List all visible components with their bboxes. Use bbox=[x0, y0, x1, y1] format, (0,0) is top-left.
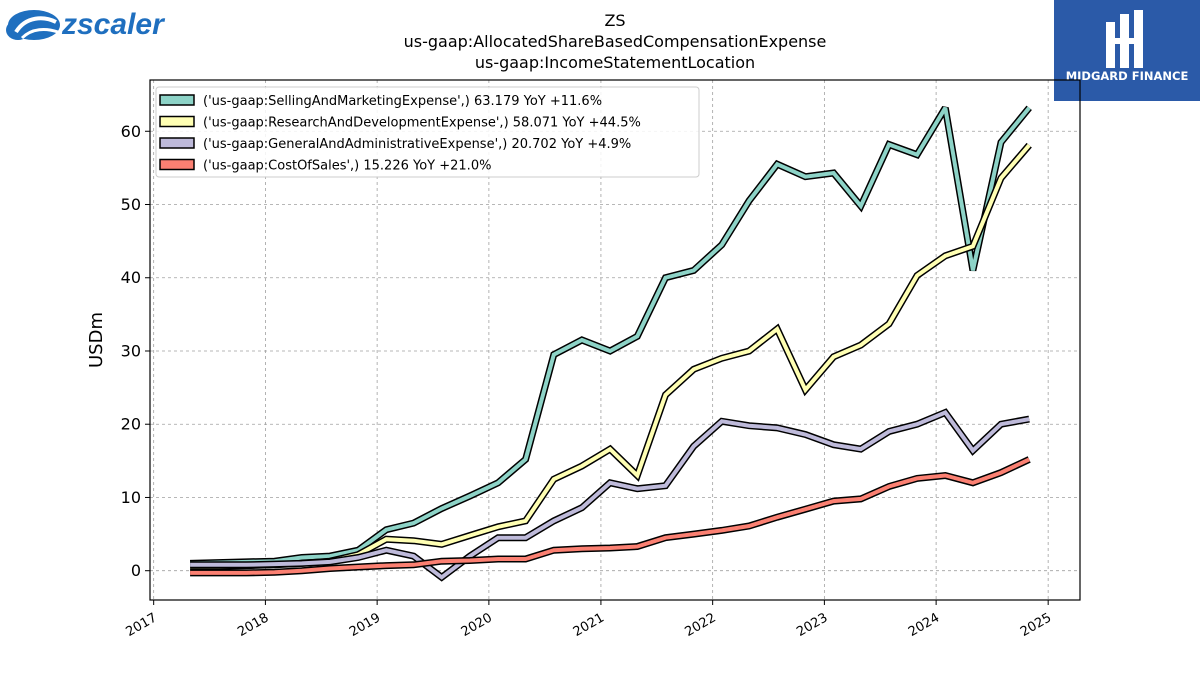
y-tick-label: 60 bbox=[121, 122, 141, 141]
y-tick-label: 50 bbox=[121, 195, 141, 214]
chart-title-line: us-gaap:IncomeStatementLocation bbox=[475, 53, 755, 72]
y-tick-label: 10 bbox=[121, 488, 141, 507]
zscaler-logo: zscaler bbox=[6, 8, 166, 41]
y-tick-label: 30 bbox=[121, 341, 141, 360]
series-line-stroke bbox=[190, 457, 1031, 575]
y-axis: 0 10 20 30 40 50 60 bbox=[121, 122, 150, 580]
plot-frame bbox=[149, 79, 1081, 601]
legend-swatch bbox=[159, 115, 195, 128]
x-axis: 2017 2018 2019 2020 2021 2022 2023 2024 2025 bbox=[124, 600, 1054, 640]
series-line bbox=[190, 142, 1032, 570]
legend-swatch bbox=[159, 158, 195, 171]
x-tick-label: 2023 bbox=[794, 610, 830, 640]
legend: ('us-gaap:SellingAndMarketingExpense',) … bbox=[155, 86, 700, 178]
legend-swatch bbox=[159, 94, 195, 106]
legend-entry: ('us-gaap:CostOfSales',) 15.226 YoY +21.… bbox=[203, 159, 491, 174]
chart-title-line: ZS bbox=[604, 11, 625, 30]
x-tick-label: 2021 bbox=[571, 610, 607, 640]
midgard-wordmark: MIDGARD FINANCE bbox=[1066, 69, 1189, 83]
y-tick-label: 20 bbox=[121, 415, 141, 434]
x-tick-label: 2024 bbox=[906, 610, 942, 640]
x-tick-label: 2025 bbox=[1018, 610, 1054, 640]
chart-title: ZS us-gaap:AllocatedShareBasedCompensatio… bbox=[404, 11, 827, 72]
y-tick-label: 0 bbox=[131, 561, 141, 580]
x-tick-label: 2017 bbox=[124, 610, 160, 640]
midgard-finance-logo: MIDGARD FINANCE bbox=[1054, 0, 1200, 101]
zscaler-cloud-icon bbox=[6, 10, 60, 40]
series-line bbox=[190, 456, 1031, 577]
chart-series bbox=[190, 105, 1032, 582]
legend-entry: ('us-gaap:GeneralAndAdministrativeExpens… bbox=[203, 137, 631, 152]
x-tick-label: 2020 bbox=[459, 610, 495, 640]
midgard-emblem-icon bbox=[1106, 10, 1143, 68]
series-line-outline bbox=[190, 408, 1030, 582]
series-line-outline bbox=[190, 142, 1032, 570]
legend-entry: ('us-gaap:ResearchAndDevelopmentExpense'… bbox=[203, 116, 641, 131]
series-line-stroke bbox=[190, 106, 1031, 566]
y-axis-label: USDm bbox=[86, 312, 107, 368]
series-line-stroke bbox=[190, 410, 1030, 580]
zscaler-wordmark: zscaler bbox=[61, 8, 166, 41]
x-tick-label: 2022 bbox=[682, 610, 718, 640]
x-tick-label: 2018 bbox=[235, 610, 271, 640]
series-line-stroke bbox=[190, 143, 1031, 569]
x-tick-label: 2019 bbox=[347, 610, 383, 640]
legend-entry: ('us-gaap:SellingAndMarketingExpense',) … bbox=[203, 94, 602, 109]
series-line bbox=[190, 408, 1030, 582]
legend-box bbox=[155, 86, 700, 178]
legend-swatch bbox=[159, 137, 195, 149]
y-tick-label: 40 bbox=[121, 268, 141, 287]
chart-title-line: us-gaap:AllocatedShareBasedCompensationE… bbox=[404, 32, 827, 51]
series-line bbox=[190, 105, 1032, 567]
